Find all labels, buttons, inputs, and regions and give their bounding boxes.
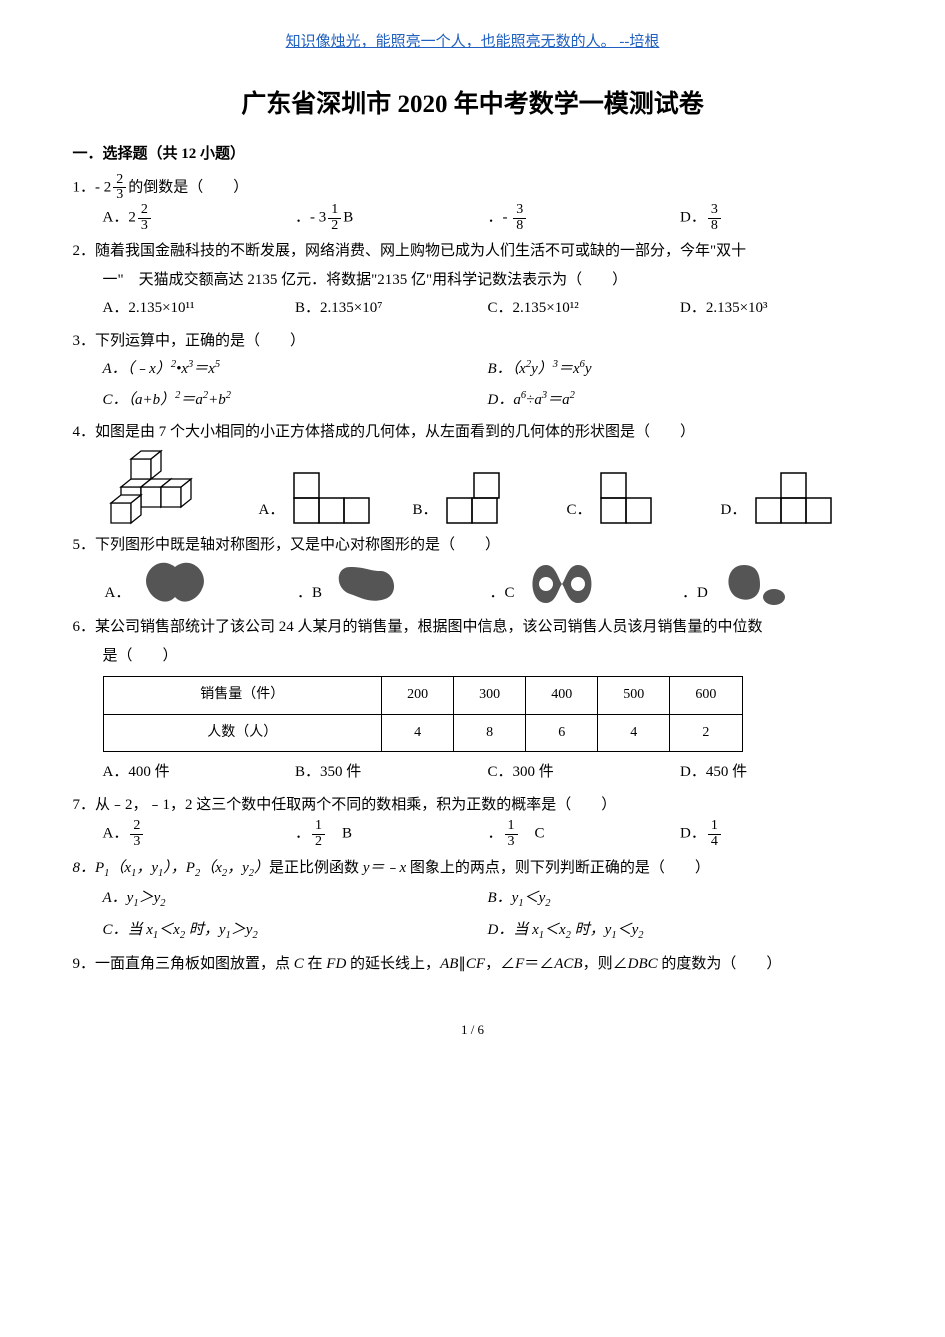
exam-title: 广东省深圳市 2020 年中考数学一模测试卷: [73, 81, 873, 129]
table-header-cell: 人数（人）: [103, 714, 382, 752]
q4-3d-figure: [103, 447, 257, 527]
q4-opt-d-label: D．: [721, 496, 747, 525]
question-8: 8．P1（x1，y1），P2（x2，y2）是正比例函数 y＝﹣x 图象上的两点，…: [73, 854, 873, 946]
q7-opt-b: ．12 B: [295, 819, 488, 849]
q2-line1: 2．随着我国金融科技的不断发展，网络消费、网上购物已成为人们生活不可或缺的一部分…: [73, 237, 873, 266]
q8-opt-d: D．当 x1＜x2 时，y1＜y2: [488, 916, 873, 946]
q5-opt-a-label: A．: [105, 579, 131, 608]
q6-opt-a: A．400 件: [103, 758, 296, 787]
q3-opt-b: B．（x2y）3＝x6y: [488, 355, 873, 384]
table-cell: 300: [454, 677, 526, 715]
question-5: 5．下列图形中既是轴对称图形，又是中心对称图形的是（ ） A． ．B ．C ．D: [73, 531, 873, 610]
q2-line2: 一" 天猫成交额高达 2135 亿元．将数据"2135 亿"用科学记数法表示为（…: [103, 266, 873, 295]
question-9: 9．一面直角三角板如图放置，点 C 在 FD 的延长线上，AB∥CF，∠F＝∠A…: [73, 950, 873, 979]
q3-opt-a: A．（﹣x）2•x3＝x5: [103, 355, 488, 384]
isometric-cubes-icon: [103, 447, 203, 527]
q2-opt-a: A．2.135×10¹¹: [103, 294, 296, 323]
q5-opt-c-label: ．C: [490, 579, 515, 608]
q1-frac: 23: [113, 173, 126, 203]
q1-opt-d: D．38: [680, 203, 873, 233]
table-cell: 6: [526, 714, 598, 752]
q1-text-prefix: 1．- 2: [73, 179, 112, 195]
question-6: 6．某公司销售部统计了该公司 24 人某月的销售量，根据图中信息，该公司销售人员…: [73, 613, 873, 787]
q8-text: 8．P1（x1，y1），P2（x2，y2）是正比例函数 y＝﹣x 图象上的两点，…: [73, 854, 873, 884]
question-4: 4．如图是由 7 个大小相同的小正方体搭成的几何体，从左面看到的几何体的形状图是…: [73, 418, 873, 527]
table-row: 人数（人） 4 8 6 4 2: [103, 714, 742, 752]
q6-opt-c: C．300 件: [488, 758, 681, 787]
question-1: 1．- 223的倒数是（ ） A．223 ．- 312B ．- 38 D．38: [73, 173, 873, 234]
question-2: 2．随着我国金融科技的不断发展，网络消费、网上购物已成为人们生活不可或缺的一部分…: [73, 237, 873, 323]
q6-opt-b: B．350 件: [295, 758, 488, 787]
q1-opt-a: A．223: [103, 203, 296, 233]
q2-opt-b: B．2.135×10⁷: [295, 294, 488, 323]
table-cell: 4: [382, 714, 454, 752]
q4-opt-a-label: A．: [259, 496, 285, 525]
q4-shape-c-icon: [599, 471, 657, 527]
q6-opt-d: D．450 件: [680, 758, 873, 787]
q5-shape-b-icon: [330, 559, 405, 609]
q7-text: 7．从﹣2，﹣1，2 这三个数中任取两个不同的数相乘，积为正数的概率是（ ）: [73, 791, 873, 820]
q7-opt-a: A．23: [103, 819, 296, 849]
q5-shape-c-icon: [522, 559, 602, 609]
q4-shape-d-icon: [754, 471, 836, 527]
page-footer: 1 / 6: [73, 1018, 873, 1043]
q9-text: 9．一面直角三角板如图放置，点 C 在 FD 的延长线上，AB∥CF，∠F＝∠A…: [73, 950, 873, 979]
table-header-cell: 销售量（件）: [103, 677, 382, 715]
q5-opt-d-label: ．D: [682, 579, 708, 608]
q4-opt-b-label: B．: [413, 496, 438, 525]
table-row: 销售量（件） 200 300 400 500 600: [103, 677, 742, 715]
q4-text: 4．如图是由 7 个大小相同的小正方体搭成的几何体，从左面看到的几何体的形状图是…: [73, 418, 873, 447]
q5-shape-d-icon: [716, 559, 796, 609]
q8-opt-b: B．y1＜y2: [488, 884, 873, 914]
q4-shape-b-icon: [445, 471, 503, 527]
q6-text: 6．某公司销售部统计了该公司 24 人某月的销售量，根据图中信息，该公司销售人员…: [73, 613, 873, 642]
question-7: 7．从﹣2，﹣1，2 这三个数中任取两个不同的数相乘，积为正数的概率是（ ） A…: [73, 791, 873, 850]
table-cell: 4: [598, 714, 670, 752]
q3-opt-c: C．（a+b）2＝a2+b2: [103, 386, 488, 415]
header-quote: 知识像烛光，能照亮一个人，也能照亮无数的人。 --培根: [73, 28, 873, 57]
q7-opt-c: ．13 C: [488, 819, 681, 849]
table-cell: 500: [598, 677, 670, 715]
q6-text2: 是（ ）: [103, 642, 873, 671]
table-cell: 600: [670, 677, 742, 715]
table-cell: 8: [454, 714, 526, 752]
q1-opt-b: ．- 312B: [295, 203, 488, 233]
q7-opt-d: D．14: [680, 819, 873, 849]
q5-shape-a-icon: [138, 559, 213, 609]
q3-text: 3．下列运算中，正确的是（ ）: [73, 327, 873, 356]
q3-opt-d: D．a6÷a3＝a2: [488, 386, 873, 415]
q2-opt-c: C．2.135×10¹²: [488, 294, 681, 323]
q4-opt-c-label: C．: [567, 496, 592, 525]
q5-opt-b-label: ．B: [297, 579, 322, 608]
q5-text: 5．下列图形中既是轴对称图形，又是中心对称图形的是（ ）: [73, 531, 873, 560]
table-cell: 200: [382, 677, 454, 715]
table-cell: 2: [670, 714, 742, 752]
table-cell: 400: [526, 677, 598, 715]
q8-opt-c: C．当 x1＜x2 时，y1＞y2: [103, 916, 488, 946]
q6-data-table: 销售量（件） 200 300 400 500 600 人数（人） 4 8 6 4…: [103, 676, 743, 752]
q8-opt-a: A．y1＞y2: [103, 884, 488, 914]
q2-opt-d: D．2.135×10³: [680, 294, 873, 323]
section-1-header: 一．选择题（共 12 小题）: [73, 140, 873, 169]
question-3: 3．下列运算中，正确的是（ ） A．（﹣x）2•x3＝x5 B．（x2y）3＝x…: [73, 327, 873, 415]
q1-opt-c: ．- 38: [488, 203, 681, 233]
q4-shape-a-icon: [292, 471, 374, 527]
q1-text-suffix: 的倒数是（ ）: [128, 179, 248, 195]
